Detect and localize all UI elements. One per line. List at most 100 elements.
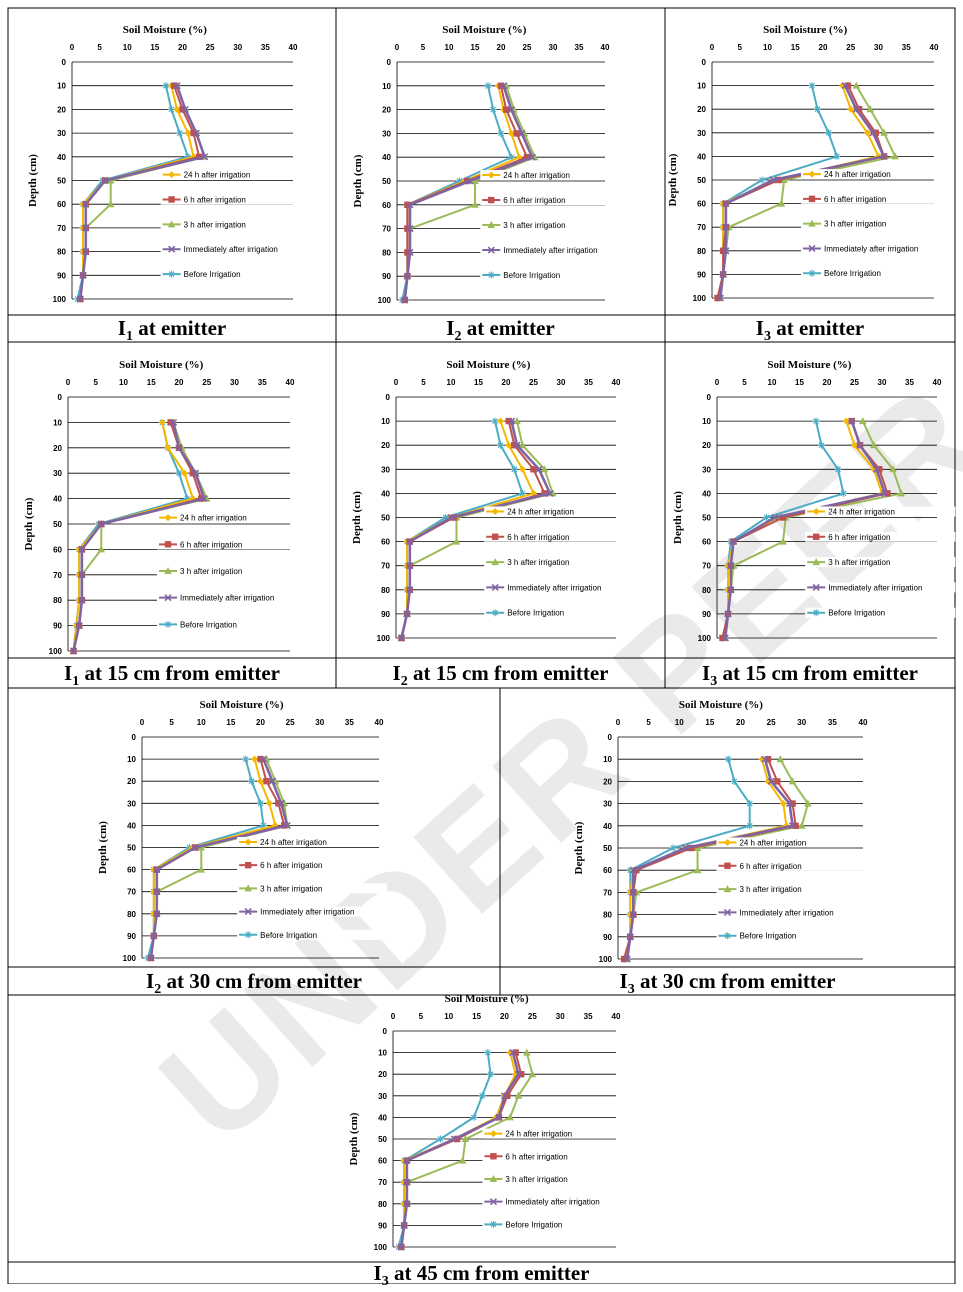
panel-caption: I2 at 15 cm from emitter: [336, 659, 665, 696]
x-tick-label: 10: [123, 43, 132, 52]
x-tick-label: 15: [471, 43, 480, 52]
caption-text: at 15 cm from emitter: [79, 661, 280, 685]
data-point-6h: [764, 756, 772, 763]
data-point-imm: [403, 1157, 411, 1165]
data-point-imm: [200, 495, 208, 503]
legend-item-3h: 3 h after irrigation: [480, 220, 631, 231]
x-tick-label: 25: [528, 1012, 537, 1021]
data-point-before: [758, 176, 766, 184]
legend-bg: [716, 884, 867, 895]
x-tick-label: 25: [202, 378, 211, 387]
y-tick-label: 80: [57, 248, 66, 257]
data-point-imm: [450, 1135, 458, 1143]
x-tick-label: 20: [736, 718, 745, 727]
legend-marker: [489, 1174, 498, 1182]
y-tick-label: 40: [53, 495, 62, 504]
legend-item-3h: 3 h after irrigation: [805, 557, 956, 568]
data-point-6h: [404, 201, 411, 208]
y-tick-label: 0: [702, 58, 707, 67]
data-point-6h: [404, 225, 411, 232]
data-point-24h: [842, 417, 850, 425]
data-point-before: [833, 152, 841, 160]
data-point-imm: [518, 129, 526, 137]
data-point-24h: [158, 418, 166, 426]
legend-item-imm: Immediately after irrigation: [801, 243, 952, 254]
series-line-24h: [149, 758, 277, 959]
legend-bg: [801, 218, 952, 229]
legend-marker: [808, 219, 816, 227]
y-tick-label: 100: [374, 1243, 388, 1252]
data-point-before: [813, 105, 821, 113]
caption-subscript: 2: [400, 674, 408, 690]
y-tick-label: 10: [381, 417, 390, 426]
data-point-before: [478, 1092, 486, 1100]
caption-letter: I: [64, 661, 73, 685]
legend-label: 3 h after irrigation: [824, 220, 886, 229]
x-tick-label: 30: [233, 43, 242, 52]
data-point-imm: [848, 417, 856, 425]
data-point-imm: [75, 622, 83, 630]
y-tick-label: 30: [378, 1092, 387, 1101]
y-tick-label: 70: [57, 224, 66, 233]
y-tick-label: 80: [697, 247, 706, 256]
legend-marker: [723, 932, 731, 940]
y-tick-label: 0: [132, 733, 137, 742]
legend-marker: [168, 171, 176, 179]
x-tick-label: 30: [797, 718, 806, 727]
data-point-6h: [719, 247, 727, 254]
data-point-before: [746, 800, 754, 808]
data-point-6h: [171, 82, 178, 89]
data-point-6h: [257, 755, 264, 763]
panel-caption: I2 at emitter: [336, 316, 665, 349]
y-tick-label: 90: [53, 622, 62, 631]
data-point-imm: [406, 225, 414, 233]
x-tick-label: 40: [286, 378, 295, 387]
x-tick-label: 35: [902, 43, 911, 52]
caption-subscript: 3: [381, 1274, 389, 1290]
data-point-before: [257, 799, 264, 807]
data-point-6h: [512, 1049, 519, 1056]
legend-item-6h: 6 h after irrigation: [480, 195, 631, 206]
legend-marker: [491, 558, 499, 566]
legend-label: 6 h after irrigation: [260, 861, 322, 870]
legend-label: Before Irrigation: [180, 620, 237, 629]
x-tick-label: 15: [474, 378, 483, 387]
y-tick-label: 90: [378, 1221, 387, 1230]
caption-text: at 30 cm from emitter: [161, 969, 362, 993]
x-tick-label: 0: [394, 378, 399, 387]
data-point-imm: [869, 129, 877, 137]
legend-marker: [723, 908, 732, 916]
y-tick-label: 0: [58, 393, 63, 402]
legend-marker: [491, 583, 499, 591]
legend-bg: [237, 860, 388, 871]
y-tick-label: 10: [603, 755, 612, 764]
x-tick-label: 35: [828, 718, 837, 727]
x-tick-label: 5: [421, 43, 426, 52]
legend-bg: [480, 270, 631, 281]
data-point-6h: [504, 1092, 511, 1099]
x-tick-label: 20: [502, 378, 511, 387]
y-tick-label: 60: [697, 200, 706, 209]
legend-marker: [808, 244, 816, 253]
data-point-24h: [779, 800, 787, 808]
legend-bg: [480, 170, 631, 181]
data-point-imm: [268, 777, 276, 785]
data-point-3h: [197, 865, 206, 873]
y-tick-label: 50: [57, 177, 66, 186]
chart-title: Soil Moisture (%): [199, 699, 283, 711]
y-tick-label: 20: [702, 441, 711, 450]
y-tick-label: 80: [378, 1200, 387, 1209]
chart-title: Soil Moisture (%): [767, 359, 851, 371]
data-point-24h: [265, 799, 273, 807]
y-tick-label: 100: [599, 955, 613, 964]
caption-text: at emitter: [461, 316, 555, 340]
data-point-24h: [505, 441, 513, 449]
legend-bg: [801, 268, 952, 279]
series-line-imm: [79, 85, 206, 300]
data-point-before: [183, 495, 191, 503]
y-tick-label: 70: [382, 225, 391, 234]
legend-bg: [237, 929, 388, 940]
legend-bg: [482, 1219, 633, 1230]
